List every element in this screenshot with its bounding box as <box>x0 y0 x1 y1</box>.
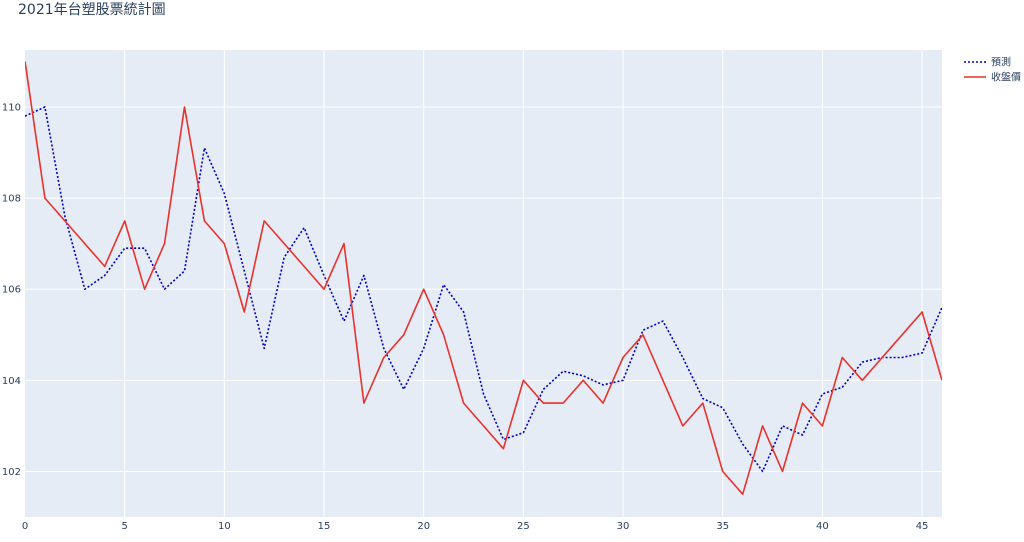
x-tick-label: 5 <box>121 521 127 532</box>
series-line-1 <box>25 106 942 473</box>
x-tick-label: 10 <box>218 521 231 532</box>
y-tick-label: 108 <box>2 194 21 205</box>
y-tick-label: 106 <box>2 285 21 296</box>
grid-lines <box>25 50 942 517</box>
plot-area <box>25 50 942 517</box>
y-tick-label: 104 <box>2 376 21 387</box>
series-line-2 <box>25 61 942 496</box>
y-tick-label: 110 <box>2 102 21 113</box>
x-tick-label: 45 <box>916 521 929 532</box>
legend-label-2: 收盤價 <box>991 71 1021 84</box>
x-axis-ticks: 0 5 10 15 20 25 30 35 40 45 <box>22 521 929 532</box>
x-tick-label: 25 <box>517 521 530 532</box>
x-tick-label: 30 <box>617 521 630 532</box>
x-tick-label: 40 <box>816 521 829 532</box>
y-axis-ticks: 102 104 106 108 110 <box>2 102 21 477</box>
x-tick-label: 15 <box>318 521 331 532</box>
series-lines <box>25 61 942 496</box>
y-tick-label: 102 <box>2 467 21 478</box>
x-tick-label: 35 <box>716 521 729 532</box>
legend-label-1: 預測 <box>991 56 1011 69</box>
x-tick-label: 20 <box>417 521 430 532</box>
x-tick-label: 0 <box>22 521 28 532</box>
chart-title: 2021年台塑股票統計圖 <box>18 2 166 18</box>
